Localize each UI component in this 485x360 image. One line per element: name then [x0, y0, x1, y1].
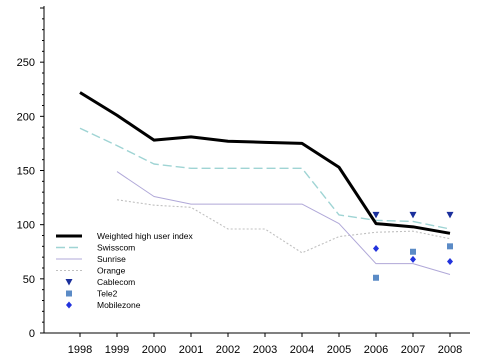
data-point	[447, 243, 453, 250]
legend-item: Sunrise	[56, 254, 126, 264]
y-tick-label: 0	[29, 328, 35, 340]
legend-label: Weighted high user index	[97, 231, 194, 241]
axes: 0 50 100 150 200 250 1998 1999 2000 2001 2002 2003 2…	[17, 6, 470, 356]
x-tick-label: 2008	[438, 344, 462, 356]
series-orange	[116, 199, 451, 254]
x-tick-label: 1999	[105, 344, 129, 356]
series-cablecom	[372, 211, 454, 219]
data-point	[409, 211, 417, 219]
legend-label: Sunrise	[97, 254, 126, 264]
x-tick-label: 2002	[216, 344, 240, 356]
series-layer	[79, 91, 454, 281]
data-point	[372, 211, 380, 219]
legend-item: Mobilezone	[66, 300, 141, 310]
legend-swatch	[65, 279, 73, 286]
series-line	[79, 127, 451, 230]
series-line	[116, 171, 451, 275]
x-tick-label: 2005	[327, 344, 351, 356]
x-tick-label: 1998	[68, 344, 92, 356]
data-point	[373, 245, 379, 252]
legend-item: Weighted high user index	[56, 231, 194, 241]
legend-item: Cablecom	[65, 277, 135, 287]
series-sunrise	[116, 171, 451, 275]
legend-label: Mobilezone	[97, 300, 141, 310]
series-tele2	[373, 243, 453, 281]
y-tick-label: 100	[17, 220, 35, 232]
x-tick-label: 2004	[290, 344, 314, 356]
data-point	[410, 255, 416, 263]
series-line	[79, 91, 451, 235]
x-tick-label: 2003	[253, 344, 277, 356]
x-tick-label: 2006	[364, 344, 388, 356]
legend-swatch	[66, 301, 72, 309]
series-mobilezone	[373, 245, 453, 265]
data-point	[447, 258, 453, 265]
y-tick-label: 150	[17, 166, 35, 178]
series-swisscom	[79, 127, 451, 230]
legend-label: Orange	[97, 266, 126, 276]
data-point	[446, 211, 454, 219]
legend-item: Orange	[56, 266, 126, 276]
series-line	[116, 199, 451, 254]
y-tick-label: 200	[17, 111, 35, 123]
data-point	[410, 248, 416, 255]
x-tick-label: 2007	[401, 344, 425, 356]
legend-label: Tele2	[97, 289, 118, 299]
legend-swatch	[66, 290, 72, 297]
legend-item: Swisscom	[56, 243, 135, 253]
legend-label: Cablecom	[97, 277, 135, 287]
x-tick-label: 2001	[179, 344, 203, 356]
y-tick-label: 50	[23, 274, 35, 286]
y-tick-label: 250	[17, 57, 35, 69]
legend-item: Tele2	[66, 289, 118, 299]
x-tick-label: 2000	[142, 344, 166, 356]
data-point	[373, 274, 379, 281]
legend-label: Swisscom	[97, 243, 135, 253]
series-weighted-high-user-index	[79, 91, 451, 235]
